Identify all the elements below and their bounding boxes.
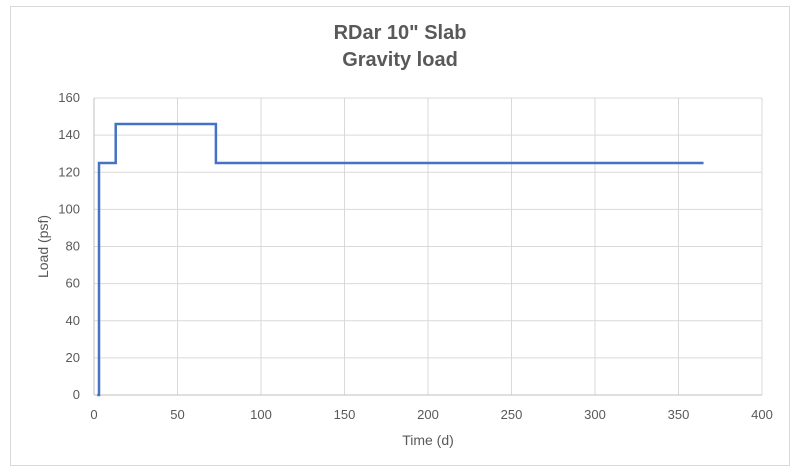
x-tick-label: 200 bbox=[417, 407, 439, 422]
x-tick-label: 150 bbox=[334, 407, 356, 422]
y-tick-label: 120 bbox=[58, 164, 80, 179]
y-tick-label: 60 bbox=[66, 276, 80, 291]
chart-title-line-1: RDar 10" Slab bbox=[334, 22, 467, 44]
x-tick-label: 100 bbox=[250, 407, 272, 422]
y-tick-label: 140 bbox=[58, 127, 80, 142]
series-line-1 bbox=[97, 122, 704, 397]
x-tick-label: 250 bbox=[501, 407, 523, 422]
chart-title-line-2: Gravity load bbox=[342, 49, 458, 71]
gridlines bbox=[94, 97, 763, 395]
y-tick-label: 160 bbox=[58, 90, 80, 105]
y-tick-label: 0 bbox=[73, 387, 80, 402]
series-group bbox=[97, 122, 704, 397]
y-tick-label: 100 bbox=[58, 201, 80, 216]
y-tick-labels: 0 20 40 60 80 100 120 140 160 bbox=[58, 90, 80, 402]
y-axis-title: Load (psf) bbox=[35, 215, 51, 278]
x-tick-label: 0 bbox=[90, 407, 97, 422]
y-tick-label: 40 bbox=[66, 313, 80, 328]
y-tick-label: 20 bbox=[66, 350, 80, 365]
y-tick-label: 80 bbox=[66, 239, 80, 254]
axes bbox=[93, 98, 762, 396]
x-tick-label: 400 bbox=[751, 407, 773, 422]
x-tick-label: 350 bbox=[668, 407, 690, 422]
chart-title: RDar 10" Slab Gravity load bbox=[334, 22, 467, 71]
chart-area bbox=[10, 6, 790, 466]
x-tick-label: 50 bbox=[170, 407, 184, 422]
x-tick-labels: 0 50 100 150 200 250 300 350 400 bbox=[90, 407, 772, 422]
x-axis-title: Time (d) bbox=[402, 432, 454, 448]
x-tick-label: 300 bbox=[584, 407, 606, 422]
